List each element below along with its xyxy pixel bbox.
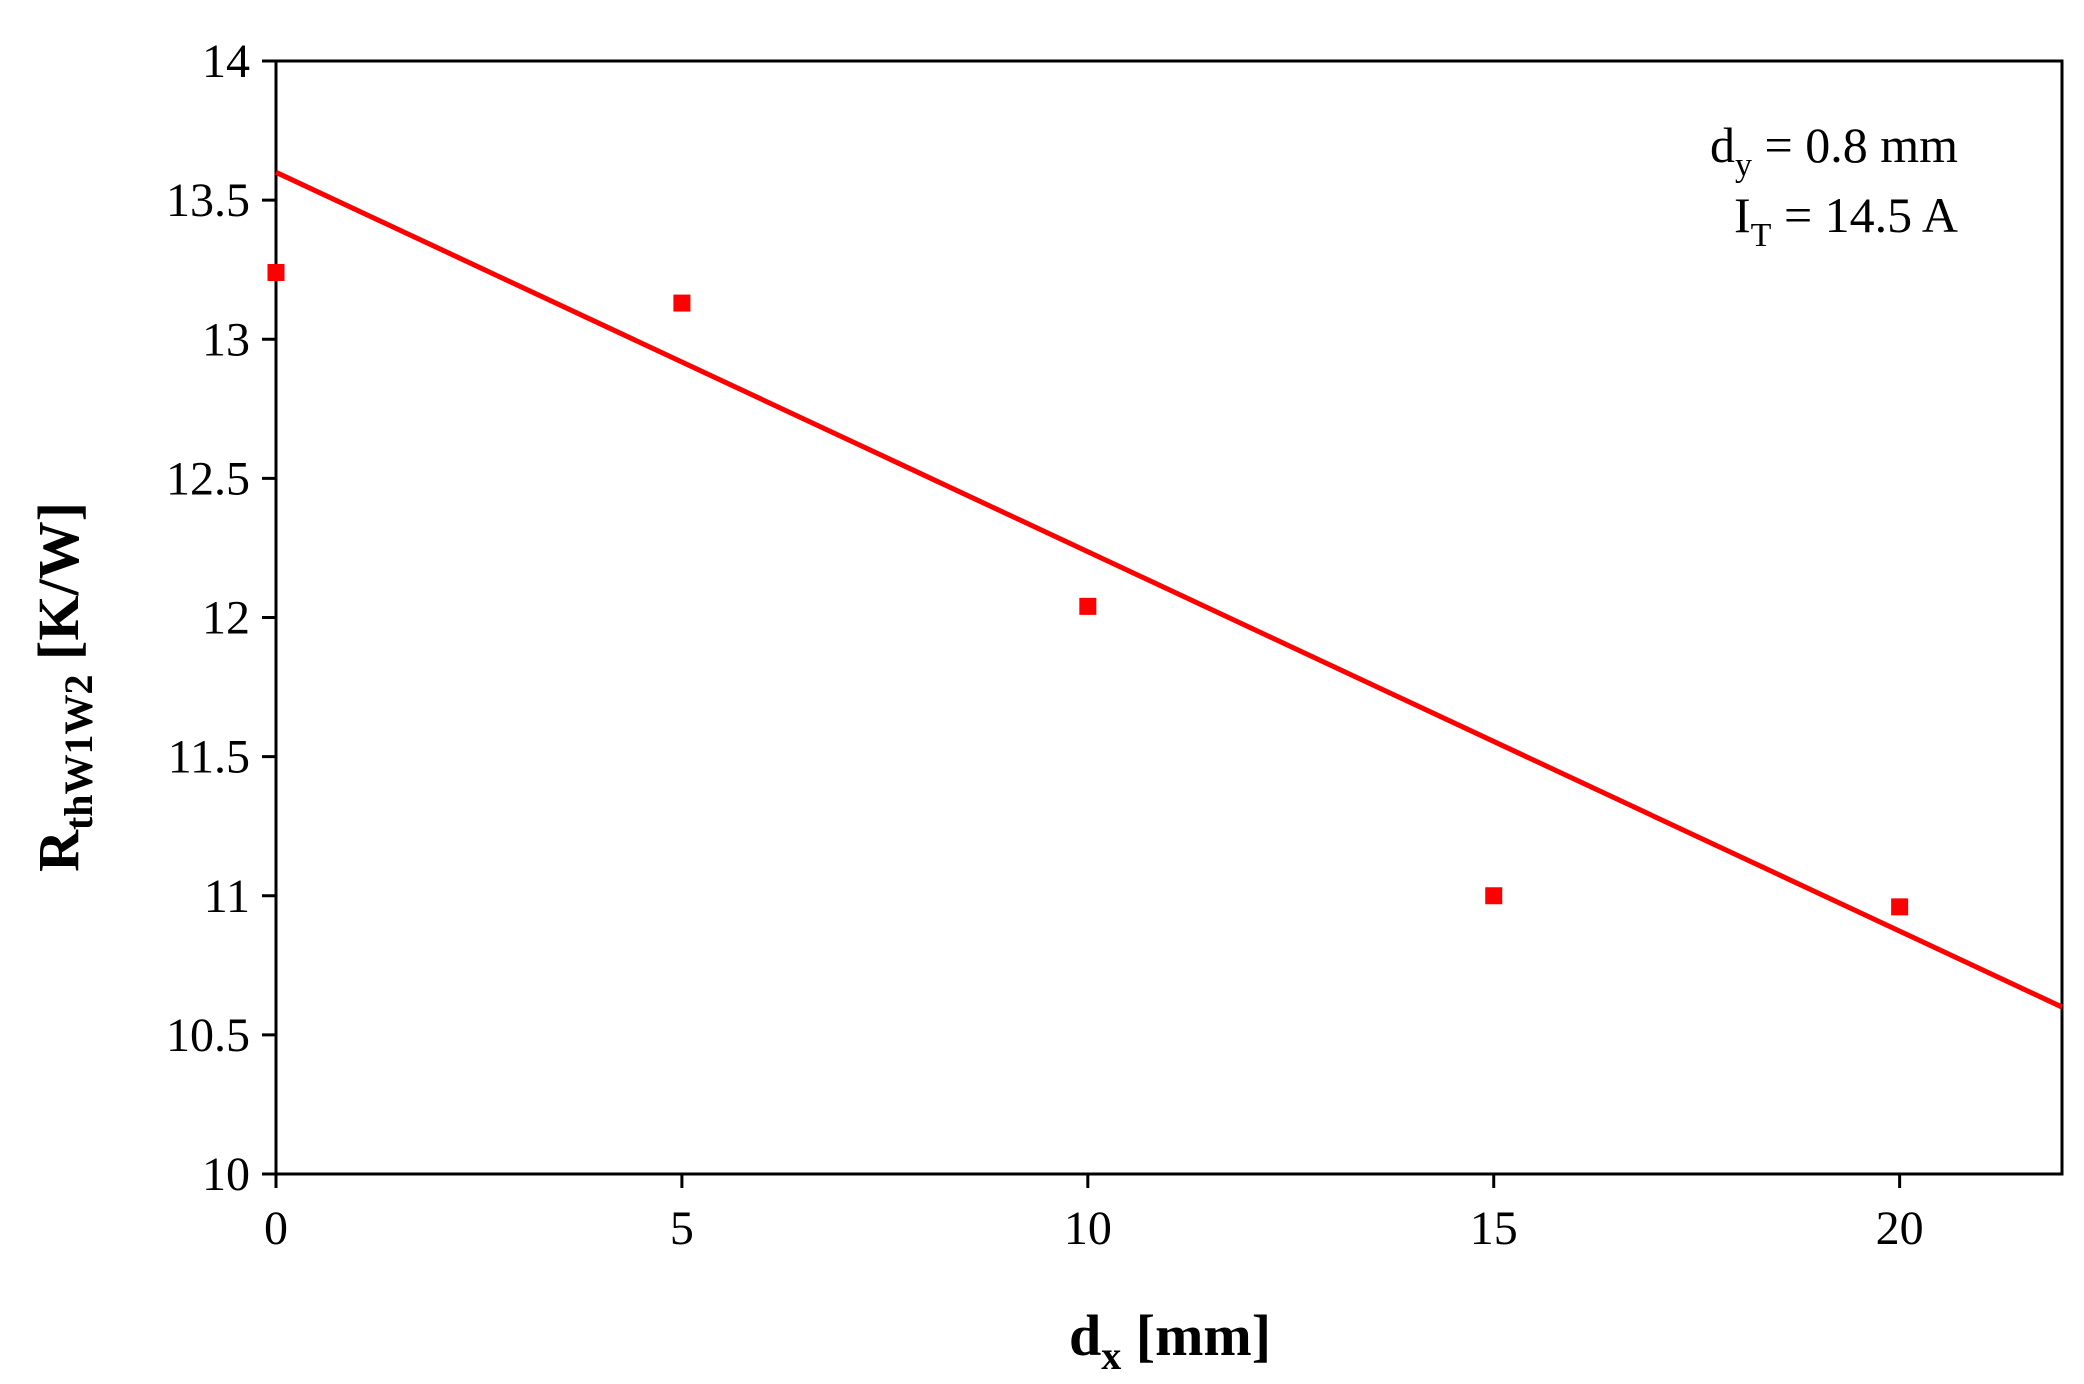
data-point — [673, 294, 691, 312]
x-tick-label: 5 — [670, 1202, 694, 1255]
y-tick-label: 10.5 — [166, 1009, 250, 1062]
y-tick-label: 13 — [202, 313, 250, 366]
x-tick-label: 0 — [264, 1202, 288, 1255]
annotation-dy-rest: = 0.8 mm — [1752, 117, 1958, 173]
x-axis-title-rest: [mm] — [1121, 1303, 1271, 1368]
annotation-dy-main: d — [1710, 117, 1735, 173]
y-tick-label: 14 — [202, 35, 250, 88]
trendline-line — [274, 170, 2064, 1010]
annotation-it: IT = 14.5 A — [1734, 187, 1958, 254]
y-axis-title: RthW1W2 [K/W] — [26, 502, 101, 872]
annotation-it-rest: = 14.5 A — [1771, 187, 1958, 243]
y-tick-label: 13.5 — [166, 174, 250, 227]
annotation-dy-sub: y — [1735, 147, 1752, 184]
x-tick-label: 20 — [1876, 1202, 1924, 1255]
y-tick-label: 10 — [202, 1148, 250, 1201]
y-tick-label: 12.5 — [166, 452, 250, 505]
data-points — [267, 263, 1909, 916]
data-point — [267, 263, 285, 281]
annotation-dy: dy = 0.8 mm — [1710, 117, 1958, 184]
data-point — [1891, 898, 1909, 916]
x-axis-title: dx [mm] — [1069, 1303, 1271, 1378]
y-axis-title-rest: [K/W] — [26, 502, 91, 674]
annotation-it-sub: T — [1751, 217, 1772, 254]
annotation-it-main: I — [1734, 187, 1751, 243]
data-point — [1079, 597, 1097, 615]
y-axis-title-main: R — [26, 829, 91, 872]
x-axis-title-sub: x — [1101, 1333, 1121, 1378]
x-tick-label: 10 — [1064, 1202, 1112, 1255]
ticks: 10 10.5 11 11.5 12 12.5 13 13.5 14 0 5 10 15 20 — [166, 35, 1924, 1255]
y-tick-label: 11.5 — [168, 731, 250, 784]
data-point — [1485, 887, 1503, 905]
x-tick-label: 15 — [1470, 1202, 1518, 1255]
trendline — [274, 170, 2064, 1010]
y-tick-label: 11 — [204, 870, 250, 923]
y-tick-label: 12 — [202, 592, 250, 645]
x-axis-title-main: d — [1069, 1303, 1101, 1368]
y-axis-title-sub: thW1W2 — [56, 674, 101, 830]
